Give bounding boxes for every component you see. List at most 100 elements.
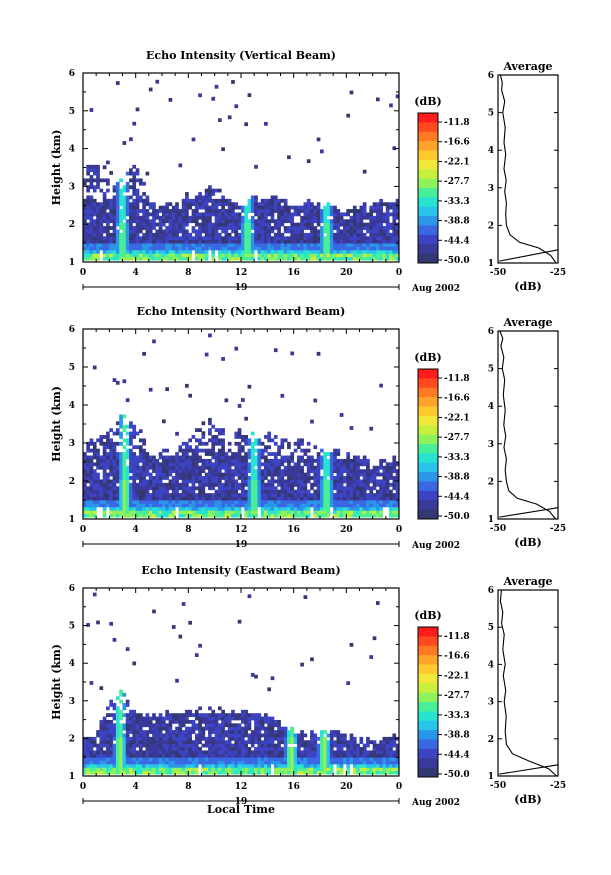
echo-cell <box>214 229 219 234</box>
echo-cell <box>168 249 173 254</box>
echo-cell <box>204 713 209 717</box>
echo-cell <box>214 740 219 745</box>
echo-cell <box>129 736 133 741</box>
echo-cell <box>277 767 281 772</box>
echo-cell <box>241 398 245 402</box>
echo-cell <box>201 202 206 207</box>
echo-cell <box>185 458 189 463</box>
echo-cell <box>96 486 100 491</box>
echo-cell <box>343 465 347 470</box>
echo-cell <box>158 730 163 734</box>
echo-cell <box>227 226 232 230</box>
echo-cell <box>296 760 301 765</box>
echo-cell <box>201 770 206 775</box>
echo-cell <box>86 448 90 453</box>
echo-cell <box>346 506 351 511</box>
echo-cell <box>329 503 334 508</box>
echo-cell <box>135 503 140 508</box>
echo-cell <box>171 458 176 463</box>
echo-cell <box>221 226 225 230</box>
echo-cell <box>343 493 347 497</box>
echo-cell <box>204 195 209 200</box>
echo-cell <box>336 239 341 244</box>
echo-cell <box>283 243 288 247</box>
echo-cell <box>122 249 127 254</box>
echo-cell <box>96 496 100 501</box>
echo-cell <box>231 462 235 467</box>
echo-cell <box>198 726 202 731</box>
echo-cell <box>313 229 318 234</box>
echo-cell <box>333 455 337 460</box>
echo-cell <box>198 740 202 745</box>
echo-cell <box>389 249 393 254</box>
echo-cell <box>359 482 364 487</box>
echo-cell <box>208 757 212 761</box>
echo-cell <box>208 212 212 217</box>
echo-cell <box>300 496 304 501</box>
echo-cell <box>241 767 245 772</box>
echo-cell <box>96 479 100 484</box>
echo-cell <box>372 215 377 220</box>
echo-cell <box>356 482 360 487</box>
echo-cell <box>280 215 285 220</box>
echo-cell <box>250 472 255 477</box>
echo-cell <box>280 747 285 751</box>
echo-cell <box>287 458 291 463</box>
echo-cell <box>270 730 275 734</box>
echo-cell <box>204 750 209 755</box>
echo-cell <box>339 500 344 504</box>
echo-cell <box>336 482 341 487</box>
echo-cell <box>112 445 117 450</box>
echo-cell <box>221 760 225 765</box>
echo-cell <box>86 455 90 460</box>
echo-cell <box>119 510 123 515</box>
echo-cell <box>122 209 127 213</box>
echo-cell <box>102 736 107 741</box>
echo-cell <box>270 676 275 681</box>
echo-cell <box>194 452 199 456</box>
echo-cell <box>362 506 367 511</box>
echo-cell <box>115 192 120 196</box>
echo-cell <box>221 209 225 213</box>
echo-cell <box>313 753 318 758</box>
echo-cell <box>165 243 169 247</box>
echo-cell <box>244 743 248 748</box>
echo-cell <box>201 462 206 467</box>
echo-cell <box>375 479 380 484</box>
echo-cell <box>171 469 176 474</box>
echo-cell <box>359 503 364 508</box>
echo-cell <box>303 236 308 241</box>
echo-cell <box>185 743 189 748</box>
echo-cell <box>224 462 229 467</box>
echo-cell <box>323 226 327 230</box>
echo-cell <box>211 496 216 501</box>
echo-cell <box>106 706 110 711</box>
echo-cell <box>109 506 114 511</box>
echo-cell <box>375 222 380 227</box>
echo-cell <box>211 750 216 755</box>
echo-cell <box>83 493 87 497</box>
echo-cell <box>132 713 137 717</box>
echo-cell <box>109 202 114 207</box>
echo-cell <box>102 750 107 755</box>
y-tick-label: 3 <box>69 439 75 449</box>
echo-cell <box>323 209 327 213</box>
colorbar-swatch <box>418 378 438 389</box>
echo-cell <box>165 219 169 224</box>
echo-cell <box>112 239 117 244</box>
echo-cell <box>300 205 304 210</box>
echo-cell <box>92 740 97 745</box>
echo-cell <box>323 222 327 227</box>
echo-cell <box>168 97 173 102</box>
panel-title: Echo Intensity (Vertical Beam) <box>146 49 336 62</box>
echo-cell <box>267 209 272 213</box>
echo-cell <box>310 476 314 480</box>
echo-cell <box>208 733 212 738</box>
echo-cell <box>283 249 288 254</box>
echo-cell <box>254 747 258 751</box>
echo-cell <box>201 222 206 227</box>
echo-cell <box>119 770 123 775</box>
echo-cell <box>89 469 94 474</box>
echo-cell <box>333 243 337 247</box>
echo-cell <box>132 750 137 755</box>
